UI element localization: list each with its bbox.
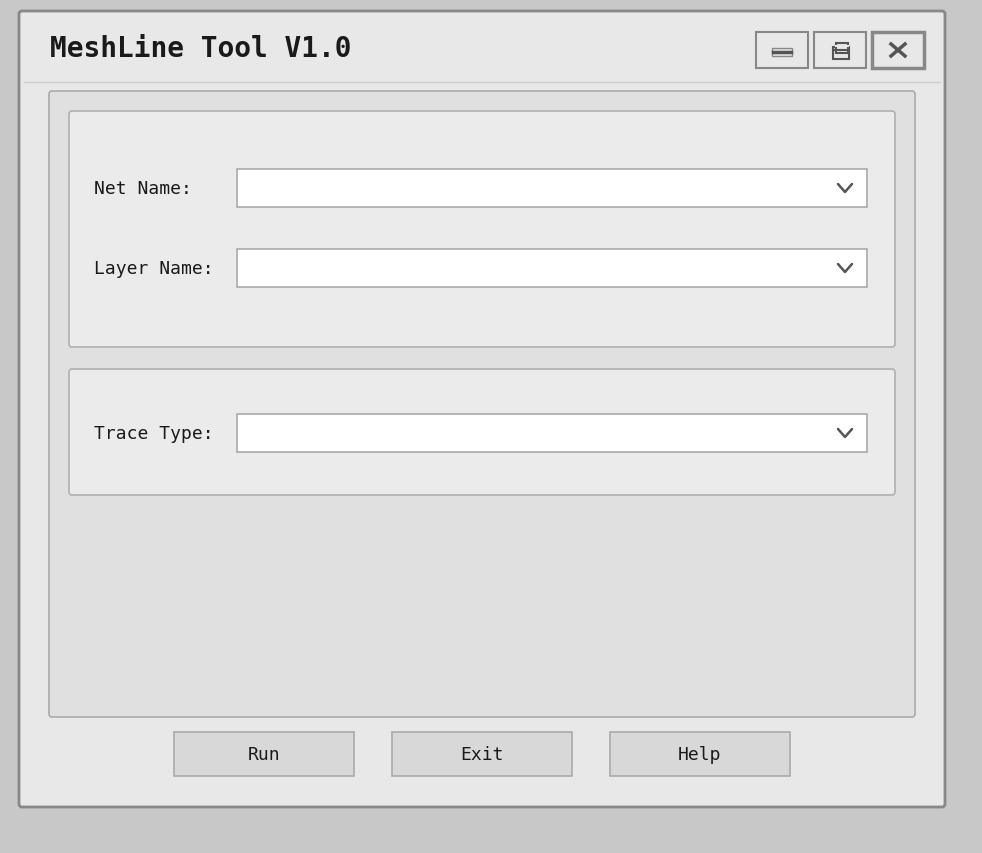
FancyBboxPatch shape	[69, 369, 895, 496]
Text: Run: Run	[247, 746, 280, 763]
Text: Help: Help	[679, 746, 722, 763]
Text: Trace Type:: Trace Type:	[94, 425, 214, 443]
FancyBboxPatch shape	[19, 12, 945, 807]
Bar	[756, 33, 808, 69]
Bar	[872, 33, 924, 69]
FancyBboxPatch shape	[69, 112, 895, 347]
Bar	[772, 49, 792, 57]
Text: Exit: Exit	[461, 746, 504, 763]
Bar	[237, 170, 867, 208]
Bar	[392, 732, 572, 776]
Bar	[836, 44, 848, 54]
Bar	[174, 732, 354, 776]
Text: MeshLine Tool V1.0: MeshLine Tool V1.0	[50, 35, 352, 63]
Text: Net Name:: Net Name:	[94, 180, 191, 198]
Bar	[610, 732, 790, 776]
Text: Layer Name:: Layer Name:	[94, 259, 214, 278]
FancyBboxPatch shape	[49, 92, 915, 717]
Bar	[833, 48, 849, 60]
Bar	[814, 33, 866, 69]
Bar	[237, 250, 867, 287]
Bar	[237, 415, 867, 452]
